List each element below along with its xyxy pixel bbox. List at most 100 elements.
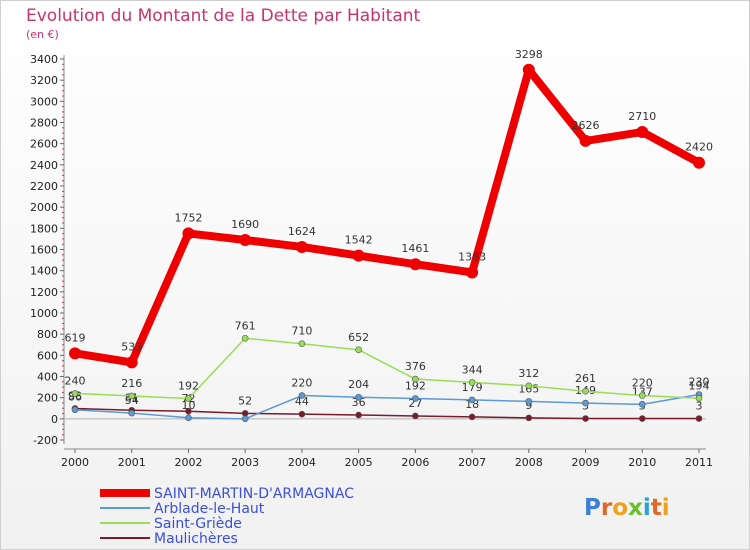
data-label: 1624: [288, 225, 316, 238]
data-point: [468, 396, 476, 404]
series-line-3: [74, 407, 700, 420]
y-tick-label: 1200: [30, 286, 58, 299]
data-point: [579, 134, 592, 147]
data-point: [298, 410, 306, 418]
data-label: 1690: [231, 218, 259, 231]
data-point: [125, 356, 138, 369]
data-label: 220: [291, 377, 312, 390]
x-tick-label: 2003: [231, 456, 259, 469]
data-label: 216: [121, 377, 142, 390]
data-point: [693, 156, 705, 169]
data-label: 710: [291, 325, 312, 338]
data-point: [295, 240, 308, 253]
y-tick-label: 3400: [30, 53, 58, 66]
data-label: 312: [518, 367, 539, 380]
data-label: 533: [121, 340, 142, 353]
x-tick-label: 2011: [685, 456, 713, 469]
x-tick-label: 2002: [174, 456, 202, 469]
data-label: 619: [65, 331, 86, 344]
data-point: [128, 409, 136, 417]
data-point: [355, 393, 362, 401]
data-point: [185, 395, 192, 402]
data-point: [352, 249, 365, 262]
data-point: [695, 415, 703, 422]
y-tick-label: -200: [33, 434, 58, 447]
data-point: [128, 392, 136, 400]
data-label: 376: [405, 360, 426, 373]
data-point: [638, 415, 646, 422]
data-label: 9: [525, 399, 532, 412]
data-point: [71, 406, 79, 414]
data-label: 18: [465, 398, 479, 411]
y-tick-label: 1000: [30, 307, 58, 320]
y-tick-label: 1600: [30, 244, 58, 257]
legend-label-1: Arblade-le-Haut: [154, 501, 265, 517]
data-point: [466, 266, 479, 279]
data-point: [525, 398, 533, 405]
y-tick-label: 2600: [30, 138, 58, 151]
series-group: 9881725244362718933386541022020419217916…: [65, 48, 713, 423]
data-point: [241, 415, 249, 423]
data-point: [69, 347, 81, 360]
x-tick-label: 2000: [61, 456, 89, 469]
data-label: 1542: [345, 234, 373, 247]
y-tick-label: 0: [51, 413, 58, 426]
logo-text: Proxiti: [584, 495, 670, 521]
data-label: 204: [348, 378, 369, 391]
data-point: [638, 401, 646, 408]
data-point: [412, 395, 419, 402]
data-point: [525, 382, 533, 390]
data-label: 761: [235, 319, 256, 332]
data-point: [298, 392, 306, 399]
legend-label-0: SAINT-MARTIN-D'ARMAGNAC: [154, 486, 354, 502]
data-point: [355, 346, 362, 354]
series-0: 619 533 1752 1690 1624 1542 1461 1383 3298 2626 27…: [65, 48, 713, 369]
data-point: [468, 379, 476, 386]
data-point: [412, 375, 419, 383]
data-label: 261: [575, 372, 596, 385]
data-point: [638, 392, 646, 399]
x-tick-label: 2007: [458, 456, 486, 469]
x-tick-label: 2001: [118, 456, 146, 469]
data-label: 1461: [401, 242, 429, 255]
series-2: 240 216 192 761 710 652 376 344 312 261 220 194: [65, 319, 710, 402]
y-tick-label: 2400: [30, 159, 58, 172]
y-tick-label: 2000: [30, 201, 58, 214]
data-point: [182, 227, 195, 240]
data-label: 230: [689, 375, 710, 388]
data-label: 2420: [685, 141, 713, 154]
y-tick-label: 600: [37, 349, 58, 362]
data-label: 220: [632, 377, 653, 390]
data-label: 192: [178, 380, 199, 393]
data-label: 1752: [174, 211, 202, 224]
series-line-1: [74, 393, 700, 420]
data-label: 3298: [515, 48, 543, 61]
x-tick-label: 2009: [572, 456, 600, 469]
y-tick-label: 1800: [30, 222, 58, 235]
data-label: 10: [181, 399, 195, 412]
data-point: [355, 411, 362, 419]
data-point: [525, 414, 533, 422]
data-point: [522, 63, 535, 76]
y-tick-label: 2200: [30, 180, 58, 193]
data-label: 2626: [572, 119, 600, 132]
proxiti-logo: Proxiti: [584, 495, 670, 521]
x-tick-label: 2005: [345, 456, 373, 469]
data-point: [241, 410, 249, 417]
data-point: [695, 395, 703, 402]
data-label: 1383: [458, 250, 486, 263]
data-label: 44: [295, 395, 309, 408]
series-3: 98817252443627189333: [68, 389, 703, 422]
y-tick-label: 2800: [30, 117, 58, 130]
chart-subtitle: (en €): [26, 28, 59, 41]
data-point: [241, 334, 249, 342]
axes: -200 0 200 400 600 800 1000 1200 1400 1600 1800 200…: [30, 53, 713, 469]
data-label: 344: [462, 363, 483, 376]
data-label: 3: [696, 400, 703, 413]
chart-title: Evolution du Montant de la Dette par Hab…: [26, 6, 421, 26]
y-tick-label: 800: [37, 328, 58, 341]
data-point: [185, 407, 192, 415]
y-tick-label: 3000: [30, 95, 58, 108]
